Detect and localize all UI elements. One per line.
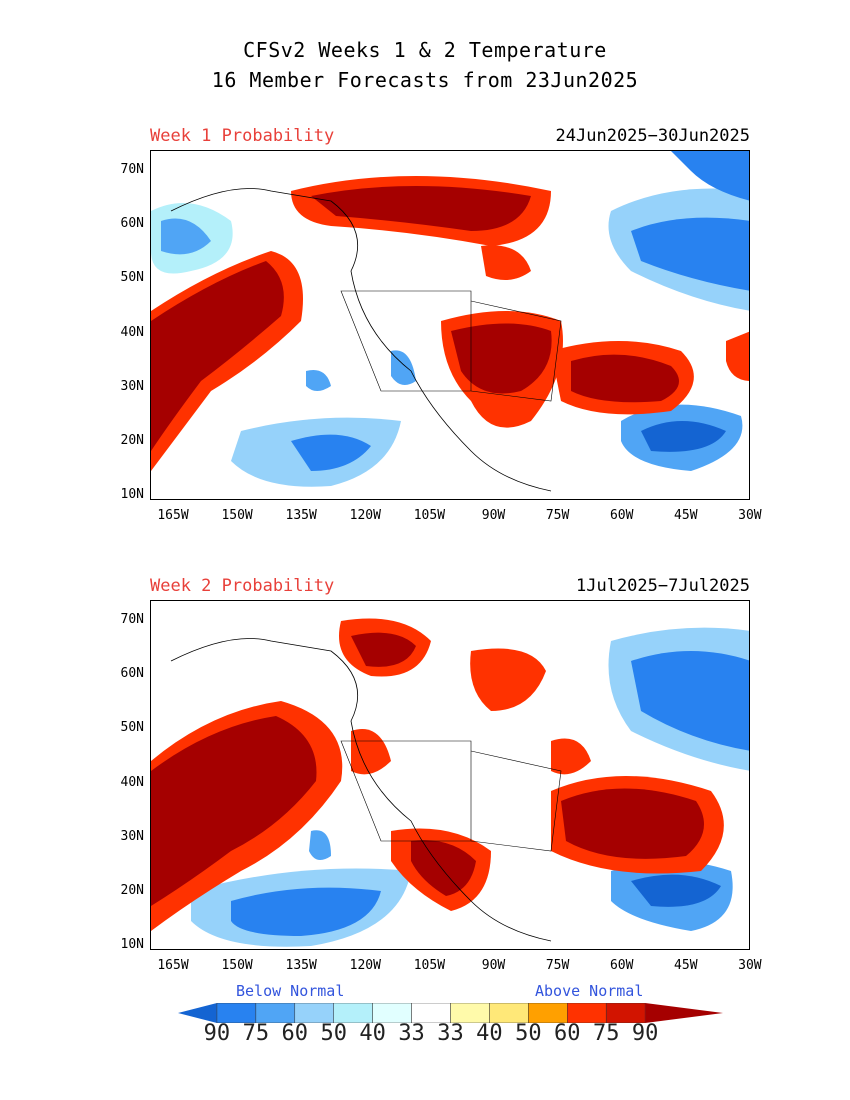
below-normal-label: Below Normal <box>236 982 345 1000</box>
lat-tick: 60N <box>120 216 144 232</box>
lat-tick: 10N <box>120 937 144 953</box>
lat-tick: 30N <box>120 828 144 844</box>
colorbar-number: 50 <box>515 1021 542 1046</box>
lat-tick: 40N <box>120 774 144 790</box>
colorbar-segment <box>216 1003 257 1023</box>
colorbar-segment <box>411 1003 451 1023</box>
week1-dates: 24Jun2025−30Jun2025 <box>555 126 750 146</box>
lon-tick: 90W <box>481 508 506 523</box>
week2-dates: 1Jul2025−7Jul2025 <box>576 576 750 596</box>
lon-tick: 90W <box>481 958 506 973</box>
color-bar <box>178 1003 723 1023</box>
lat-tick: 50N <box>120 720 144 736</box>
colorbar-number: 60 <box>281 1021 309 1046</box>
colorbar-segment <box>294 1003 334 1023</box>
colorbar-number: 60 <box>554 1021 581 1046</box>
colorbar-number: 50 <box>320 1021 347 1046</box>
colorbar-segment <box>450 1003 490 1023</box>
lon-tick: 30W <box>738 958 762 973</box>
lon-tick: 45W <box>674 508 698 523</box>
lat-tick: 50N <box>120 270 144 286</box>
colorbar-arrow-left <box>178 1003 217 1023</box>
week1-map <box>150 150 750 500</box>
lon-tick: 75W <box>545 958 570 973</box>
colorbar-number: 40 <box>359 1021 386 1046</box>
lon-tick: 105W <box>413 508 446 523</box>
lon-tick: 75W <box>545 508 570 523</box>
colorbar-segment <box>605 1003 646 1023</box>
colorbar-arrow-right <box>645 1003 723 1023</box>
lat-tick: 70N <box>120 162 144 177</box>
lat-tick: 10N <box>120 487 144 503</box>
lat-tick: 30N <box>120 378 144 394</box>
lat-tick: 60N <box>120 666 144 682</box>
lon-tick: 120W <box>349 508 381 523</box>
colorbar-number: 33 <box>437 1021 464 1046</box>
lat-tick: 70N <box>120 612 144 627</box>
lon-tick: 165W <box>157 958 189 973</box>
lon-tick: 135W <box>285 958 317 973</box>
colorbar-number: 75 <box>592 1021 620 1046</box>
colorbar-number: 90 <box>631 1021 659 1046</box>
lon-tick: 120W <box>349 958 381 973</box>
week1-label: Week 1 Probability <box>150 126 335 146</box>
lat-tick: 20N <box>120 883 144 898</box>
week2-map <box>150 600 750 950</box>
lon-tick: 45W <box>674 958 698 973</box>
colorbar-number: 90 <box>203 1021 231 1046</box>
lon-tick: 150W <box>221 958 253 973</box>
colorbar-number: 40 <box>476 1021 503 1046</box>
lon-tick: 135W <box>285 508 317 523</box>
colorbar-segment <box>333 1003 373 1023</box>
colorbar-segment <box>255 1003 296 1023</box>
lat-tick: 20N <box>120 433 144 448</box>
above-normal-label: Above Normal <box>535 982 644 1000</box>
colorbar-segment <box>567 1003 607 1023</box>
colorbar-number: 75 <box>242 1021 270 1046</box>
lon-tick: 105W <box>413 958 446 973</box>
lon-tick: 30W <box>738 508 762 523</box>
lon-tick: 150W <box>221 508 253 523</box>
colorbar-number: 33 <box>398 1021 425 1046</box>
lon-tick: 60W <box>609 508 634 523</box>
colorbar-segment <box>372 1003 412 1023</box>
lat-tick: 40N <box>120 324 144 340</box>
title-line-2: 16 Member Forecasts from 23Jun2025 <box>211 68 639 92</box>
colorbar-segment <box>489 1003 529 1023</box>
title-line-1: CFSv2 Weeks 1 & 2 Temperature <box>243 38 607 62</box>
week2-label: Week 2 Probability <box>150 576 335 596</box>
colorbar-segment <box>528 1003 568 1023</box>
lon-tick: 60W <box>609 958 634 973</box>
lon-tick: 165W <box>157 508 189 523</box>
